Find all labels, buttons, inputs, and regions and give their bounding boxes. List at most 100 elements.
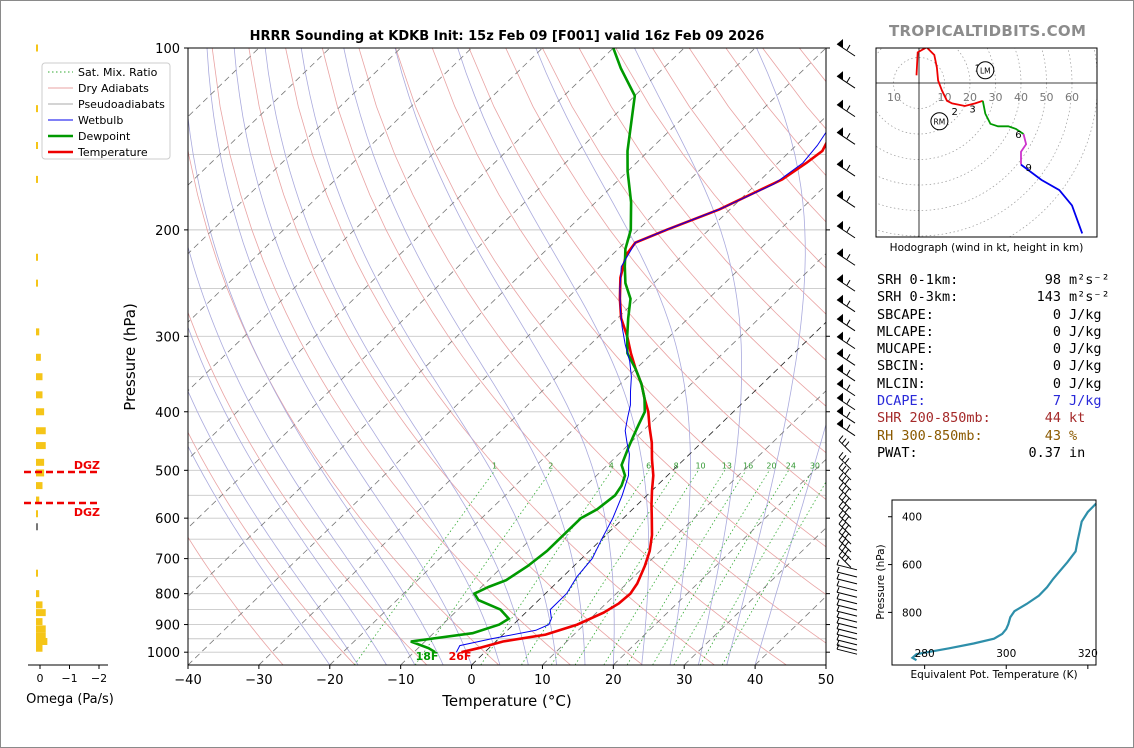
mixing-ratio-line [626,470,747,665]
wind-barb-flag [837,159,843,169]
mixing-ratio-label: 8 [674,461,679,470]
wind-barb-feather [836,611,840,618]
omega-bar [36,175,38,183]
legend-label: Dewpoint [78,130,131,143]
wind-barb-staff [836,104,856,118]
wind-barb-feather [841,513,847,519]
wind-barb [836,587,858,598]
wind-barb-staff [836,278,856,292]
y-tick-label: 800 [155,588,180,603]
wind-barb-feather [846,424,851,430]
omega-bar [36,353,41,361]
dry-adiabat [395,48,826,596]
mixing-ratio-line [574,470,699,665]
diagnostic-row: RH 300-850mb: 43% [877,428,1110,445]
hodograph-ring-label: 10 [887,91,901,104]
moist-adiabat [206,48,472,665]
wind-barb-feather [836,640,840,646]
legend-label: Dry Adiabats [78,82,149,95]
omega-bar [36,637,48,645]
theta-e-plot: 280 300 320 400 600 800 Equivalent Pot. Temper… [875,499,1098,681]
wind-barb-flag [837,294,843,304]
legend-label: Sat. Mix. Ratio [78,66,158,79]
y-tick-label: 700 [155,553,180,568]
wind-barb [836,611,858,623]
wind-barb-feather [846,300,851,306]
mixing-ratio-line [721,481,826,665]
x-tick-label: 10 [534,673,551,688]
theta-e-frame [891,499,1097,666]
mixing-ratio-line [414,470,552,665]
diagnostic-row: MLCIN: 0 J/kg [877,376,1110,393]
y-tick-label: 900 [155,619,180,634]
mixing-ratio-line [550,470,677,665]
diagnostic-label: SBCAPE: [877,306,934,323]
wind-barb-staff [836,352,856,366]
x-tick-label: 40 [747,673,764,688]
wind-barb-staff [836,43,856,57]
wind-barb-feather [841,529,847,536]
wind-barb-feather [844,498,850,504]
wind-barb-feather [846,279,851,286]
omega-bar [36,391,43,399]
wind-barb-feather [836,593,840,599]
wind-barb-feather [841,553,847,559]
moist-adiabat [726,48,806,665]
isotherm [188,48,614,460]
skew-t-area: 1 2 4 6 8 10 13 16 20 24 30 36 [188,48,826,665]
wind-barb-feather [846,411,851,418]
moist-adiabat [394,48,615,665]
mixing-ratio-label: 6 [646,461,651,470]
omega-bar [36,253,38,261]
dry-adiabat [321,48,787,665]
wind-barb [836,418,856,437]
wind-barb-feather [844,468,850,475]
wind-barb-staff [836,252,856,266]
wind-barb [836,593,858,605]
diagnostic-label: RH 300-850mb: [877,427,983,444]
wind-barb-staff [836,622,858,629]
wind-barb-feather [841,521,847,528]
theta-e-x-tick-label: 300 [996,648,1016,660]
wind-barb-feather [844,524,850,531]
omega-bar [36,510,38,518]
dry-adiabat [615,48,826,315]
diagnostic-unit: in [1069,444,1086,461]
dry-adiabat [542,48,826,407]
wind-barb-feather [838,482,844,489]
legend-label: Pseudoadiabats [78,98,165,111]
wind-barb-feather [838,472,844,479]
wind-barb-feather [846,44,851,51]
wind-barb-feather [844,556,850,562]
wind-barb [836,559,858,571]
wind-barb [836,294,856,313]
wind-barb [838,526,852,545]
dry-adiabat [578,48,826,361]
omega-bar [36,609,46,617]
wind-barb-feather [844,540,850,547]
diagnostic-unit: % [1069,427,1078,444]
wind-barb [836,644,858,655]
dgz-label: DGZ [74,506,100,519]
diagnostic-unit: J/kg [1069,341,1102,358]
y-tick-label: 1000 [147,646,180,661]
diagnostic-row: MLCAPE: 0 J/kg [877,324,1110,341]
wind-barb-feather [838,492,844,498]
hodograph-ring-label: 20 [963,91,977,104]
x-tick-label: −30 [245,673,272,688]
wind-barb-feather [844,478,850,485]
dewpoint-profile [410,48,647,654]
wetbulb-profile [455,131,826,653]
diagnostic-value: 0.37 [1028,444,1061,461]
dry-adiabat [211,48,571,665]
moist-adiabat [457,48,650,665]
wind-barb-feather [838,435,844,441]
wind-barb [836,634,858,646]
wind-barb [836,39,856,57]
y-tick-label: 500 [155,464,180,479]
storm-motion-marker [930,112,949,131]
omega-bar [36,625,46,633]
mixing-ratio-label: 24 [786,461,796,470]
storm-motion-label: LM [980,66,991,75]
